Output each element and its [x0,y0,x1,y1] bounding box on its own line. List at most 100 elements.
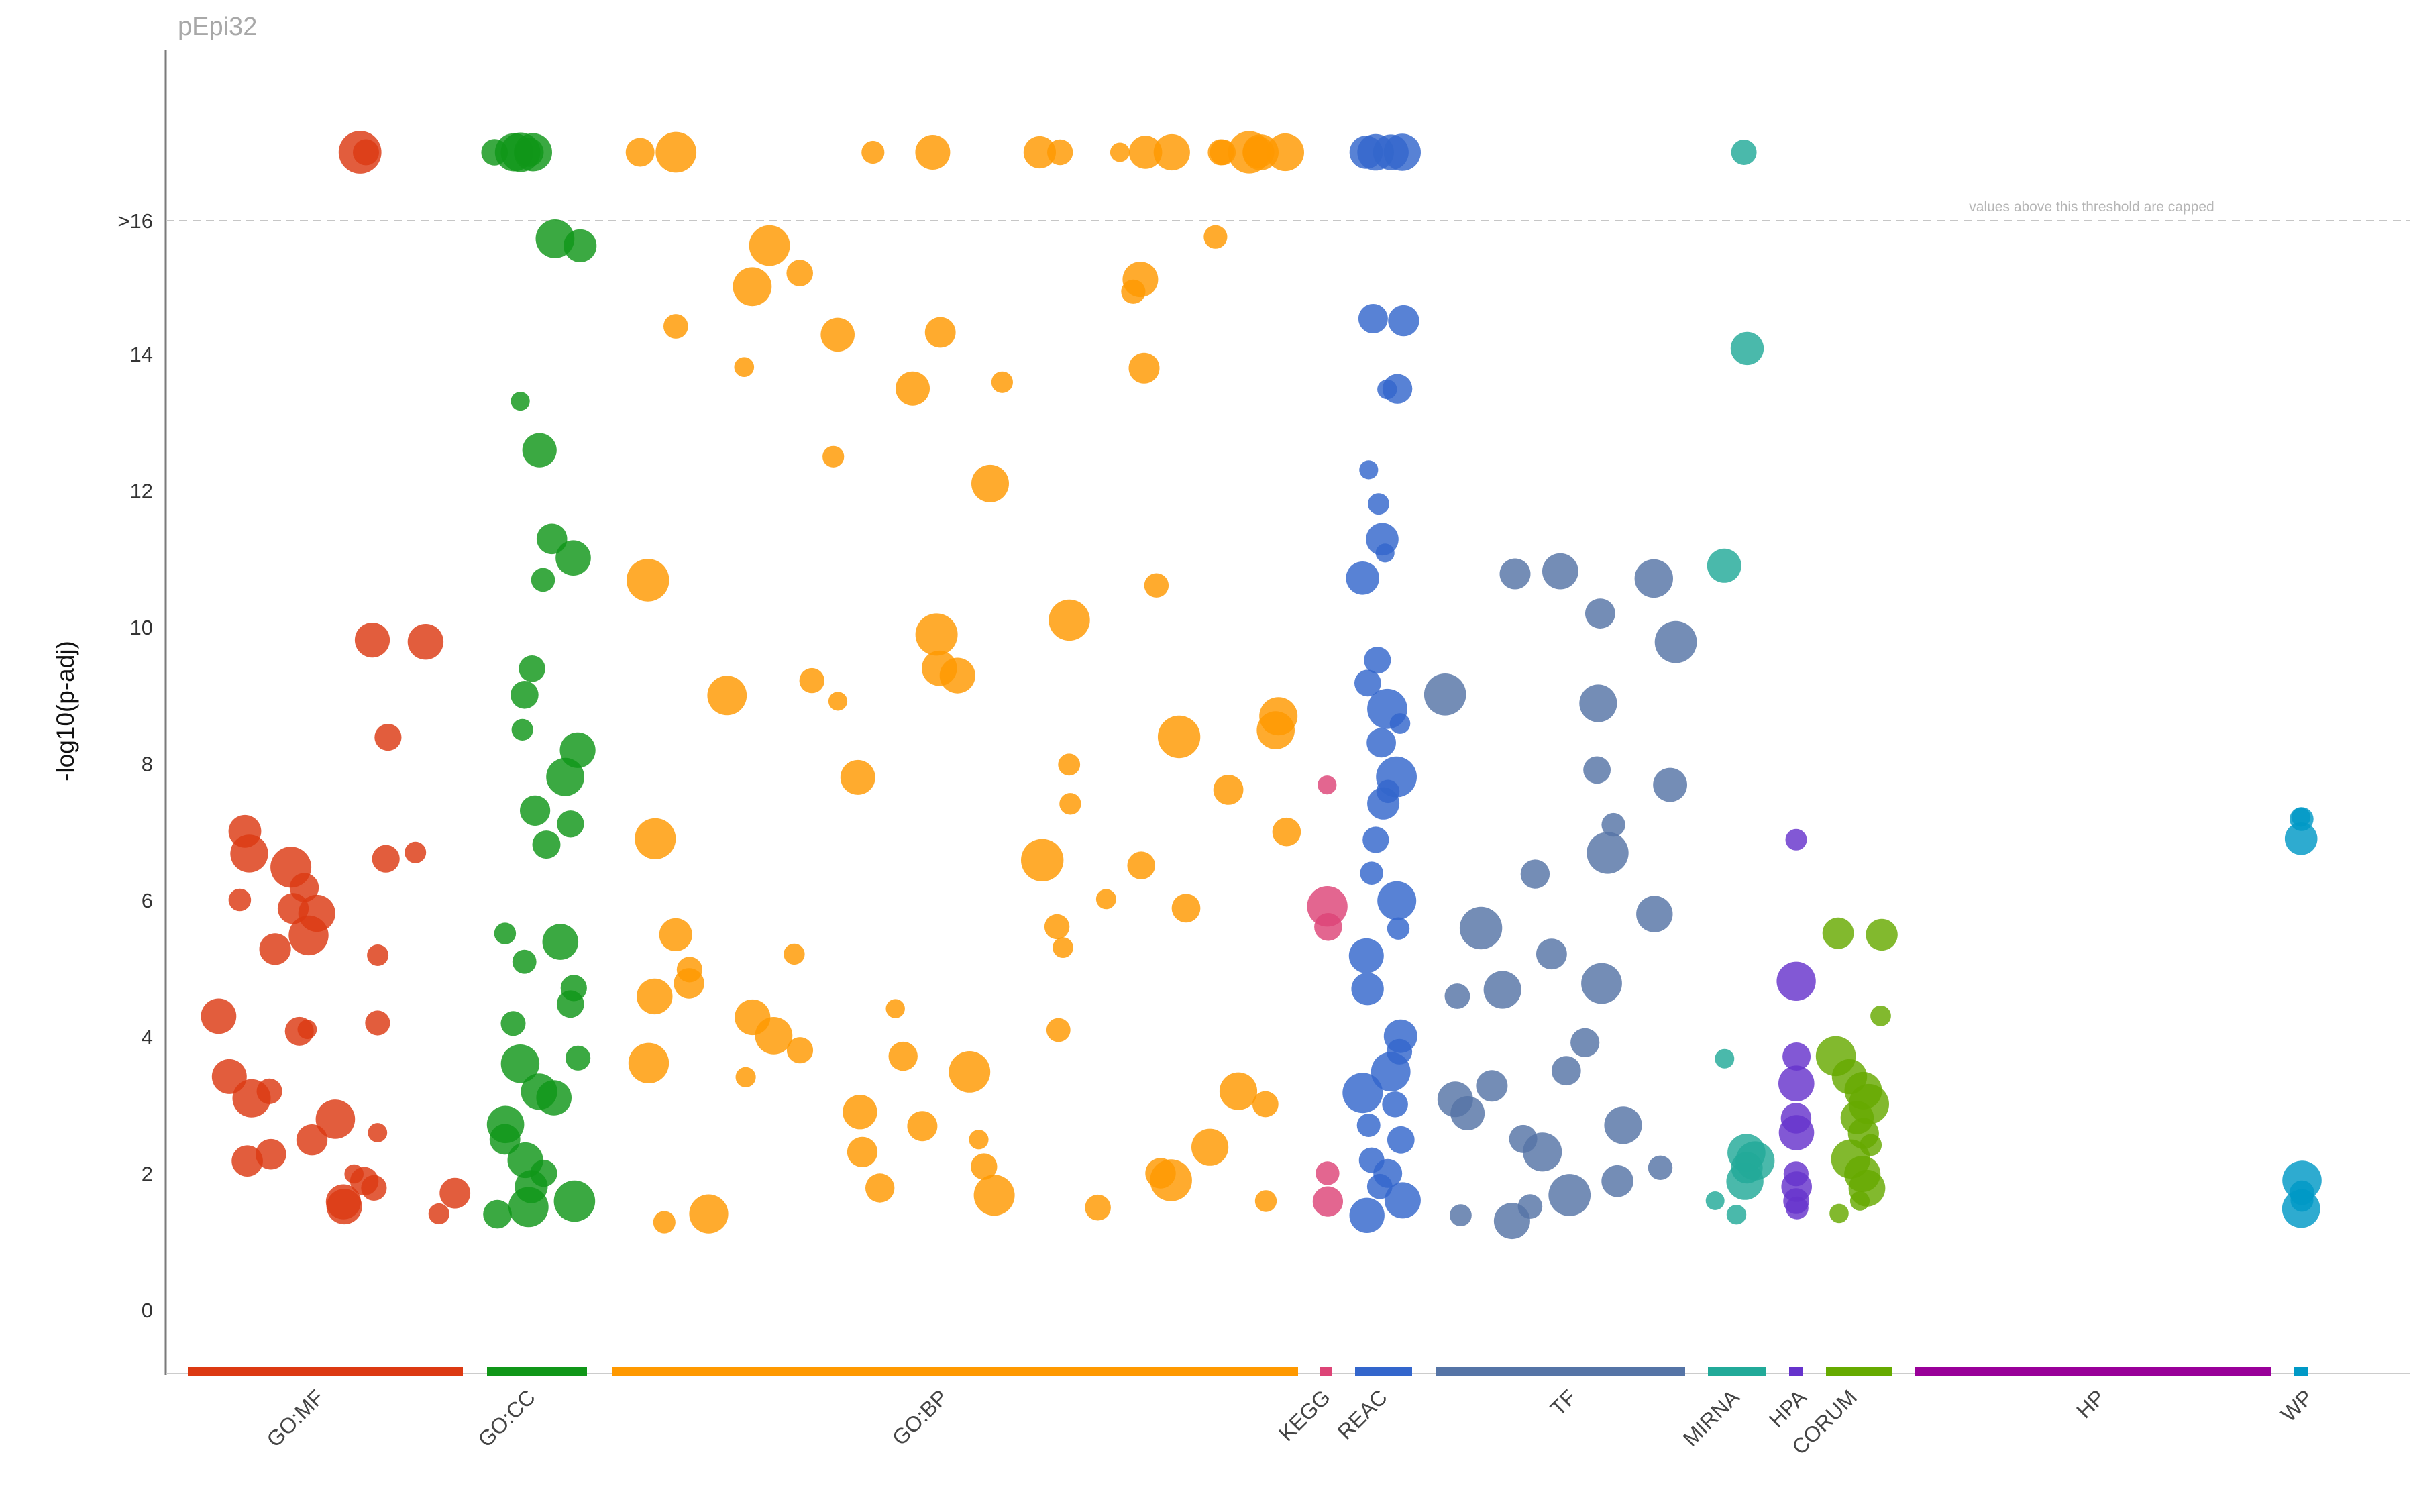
data-point[interactable] [924,317,956,348]
data-point[interactable] [663,314,688,339]
data-point[interactable] [1213,775,1244,805]
data-point[interactable] [1654,620,1697,663]
data-point[interactable] [1388,305,1419,337]
data-point[interactable] [735,1067,756,1087]
data-point[interactable] [365,1010,390,1036]
data-point[interactable] [1095,889,1116,910]
data-point[interactable] [500,1044,540,1083]
data-point[interactable] [1707,548,1741,583]
data-point[interactable] [508,1187,549,1228]
data-point[interactable] [799,667,825,694]
data-point[interactable] [1785,828,1807,851]
data-point[interactable] [1483,971,1521,1009]
data-point[interactable] [971,1153,998,1180]
data-point[interactable] [625,138,655,167]
data-point[interactable] [1523,1132,1562,1172]
data-point[interactable] [1157,715,1201,759]
data-point[interactable] [407,624,444,660]
data-point[interactable] [1866,918,1898,951]
data-point[interactable] [1450,1204,1472,1226]
data-point[interactable] [1601,1165,1633,1197]
data-point[interactable] [368,1123,388,1142]
data-point[interactable] [1383,133,1421,171]
data-point[interactable] [515,138,544,167]
data-point[interactable] [786,260,813,286]
data-point[interactable] [1778,1115,1815,1150]
data-point[interactable] [1849,1191,1870,1211]
data-point[interactable] [786,1037,814,1064]
data-point[interactable] [1367,787,1400,820]
data-point[interactable] [1459,906,1503,950]
data-point[interactable] [1208,139,1234,166]
data-point[interactable] [372,845,400,873]
data-point[interactable] [843,1095,877,1130]
data-point[interactable] [494,922,517,944]
data-point[interactable] [1219,1072,1258,1110]
data-point[interactable] [1110,142,1130,162]
data-point[interactable] [374,724,402,751]
data-point[interactable] [1318,775,1337,795]
data-point[interactable] [536,523,568,555]
data-point[interactable] [674,968,704,999]
data-point[interactable] [734,357,755,377]
data-point[interactable] [231,1145,263,1177]
data-point[interactable] [1053,937,1073,958]
data-point[interactable] [1021,839,1064,882]
data-point[interactable] [1351,973,1384,1006]
data-point[interactable] [1128,352,1160,384]
data-point[interactable] [564,229,597,262]
data-point[interactable] [861,140,885,164]
data-point[interactable] [949,1051,991,1093]
data-point[interactable] [896,371,930,406]
data-point[interactable] [483,1199,512,1229]
data-point[interactable] [1499,558,1531,590]
data-point[interactable] [1785,1196,1809,1220]
data-point[interactable] [1059,793,1081,815]
data-point[interactable] [1242,136,1275,168]
data-point[interactable] [991,371,1013,393]
data-point[interactable] [1382,1091,1408,1118]
data-point[interactable] [405,841,427,863]
data-point[interactable] [1044,914,1070,940]
data-point[interactable] [1579,684,1617,722]
data-point[interactable] [288,915,329,956]
data-point[interactable] [1389,713,1411,734]
data-point[interactable] [1822,917,1854,949]
data-point[interactable] [555,540,591,576]
data-point[interactable] [511,681,539,709]
data-point[interactable] [1726,1205,1747,1225]
data-point[interactable] [1085,1194,1111,1221]
data-point[interactable] [531,568,555,592]
data-point[interactable] [1726,1163,1764,1200]
data-point[interactable] [1730,331,1764,366]
data-point[interactable] [865,1173,895,1203]
data-point[interactable] [1450,1096,1485,1130]
data-point[interactable] [885,999,905,1018]
data-point[interactable] [566,1045,591,1071]
data-point[interactable] [1548,1174,1591,1216]
data-point[interactable] [439,1177,471,1209]
data-point[interactable] [1272,817,1301,847]
data-point[interactable] [1360,861,1383,885]
data-point[interactable] [1127,851,1155,879]
data-point[interactable] [1387,917,1410,940]
data-point[interactable] [755,1017,793,1055]
data-point[interactable] [627,559,669,602]
data-point[interactable] [1047,139,1073,166]
data-point[interactable] [1542,553,1578,590]
data-point[interactable] [1128,136,1163,169]
data-point[interactable] [1359,460,1379,480]
data-point[interactable] [1705,1191,1725,1210]
data-point[interactable] [689,1194,729,1234]
data-point[interactable] [1354,669,1381,697]
data-point[interactable] [259,933,291,965]
data-point[interactable] [511,392,530,411]
data-point[interactable] [628,1042,669,1084]
data-point[interactable] [969,1130,989,1150]
data-point[interactable] [520,795,551,826]
data-point[interactable] [296,1124,328,1156]
data-point[interactable] [354,623,390,658]
data-point[interactable] [553,1180,596,1222]
data-point[interactable] [556,990,584,1018]
data-point[interactable] [230,834,268,873]
